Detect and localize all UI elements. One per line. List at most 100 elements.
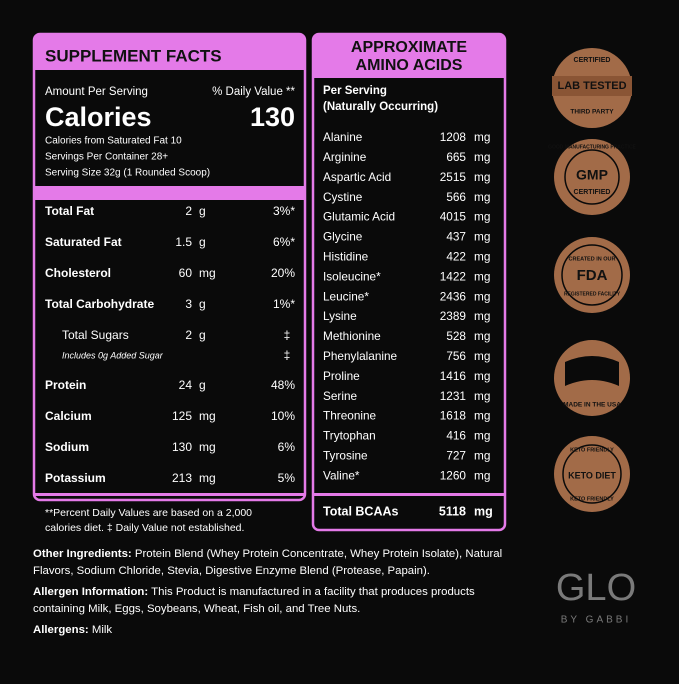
nutrient-amount: 60: [179, 266, 193, 280]
nutrient-name: Total Fat: [45, 204, 94, 218]
nutrient-dv: 3%*: [273, 204, 295, 218]
amino-name: Leucine*: [323, 289, 369, 303]
amino-subtitle: (Naturally Occurring): [323, 101, 438, 113]
separator-bar: [35, 186, 304, 200]
allergen-information: Allergen Information: This Product is ma…: [33, 584, 513, 617]
label: Allergen Information:: [33, 586, 149, 598]
amino-amount: 1416: [440, 369, 467, 383]
amino-unit: mg: [474, 409, 490, 423]
amino-name: Methionine: [323, 329, 381, 343]
amino-amount: 416: [446, 429, 466, 443]
amino-name: Threonine: [323, 409, 377, 423]
nutrient-dv: 48%: [271, 378, 295, 392]
amino-name: Lysine: [323, 309, 357, 323]
total-name: Total BCAAs: [323, 504, 399, 518]
amino-name: Arginine: [323, 150, 367, 164]
info-line: Servings Per Container 28+: [45, 152, 168, 163]
amino-name: Serine: [323, 389, 358, 403]
supplement-header: [34, 34, 305, 70]
badge-text: LAB TESTED: [557, 80, 626, 92]
amino-amount: 727: [446, 449, 466, 463]
nutrient-name: Includes 0g Added Sugar: [62, 350, 164, 360]
nutrient-amount: 2: [185, 204, 192, 218]
badge-text: FDA: [577, 267, 608, 284]
amino-amount: 1208: [440, 130, 467, 144]
footnote: **Percent Daily Values are based on a 2,…: [45, 507, 252, 519]
total-amount: 5118: [439, 504, 466, 518]
badge-text: GOOD MANUFACTURING PRACTICE: [548, 144, 636, 150]
amino-amount: 422: [446, 250, 466, 264]
badge-text: KETO DIET: [568, 470, 616, 480]
badge-text: REGISTERED FACILITY: [564, 291, 621, 297]
badge-usa: MADE IN THE USA: [554, 340, 630, 416]
amount-per-serving: Amount Per Serving: [45, 86, 148, 98]
amino-name: Isoleucine*: [323, 269, 381, 283]
nutrient-dv: 6%: [278, 440, 296, 454]
calories-label: Calories: [45, 102, 152, 132]
amino-amount: 756: [446, 349, 466, 363]
info-line: Serving Size 32g (1 Rounded Scoop): [45, 168, 210, 179]
amino-unit: mg: [474, 389, 490, 403]
text: This Product is manufactured in a facili…: [33, 586, 475, 615]
nutrient-name: Calcium: [45, 409, 92, 423]
amino-amount: 1231: [440, 389, 466, 403]
badge-text: THIRD PARTY: [570, 109, 614, 116]
nutrient-name: Total Sugars: [62, 328, 129, 342]
amino-amount: 1260: [440, 468, 467, 482]
nutrient-name: Sodium: [45, 440, 89, 454]
amino-name: Valine*: [323, 468, 360, 482]
nutrient-dv: 6%*: [273, 235, 295, 249]
badge-keto: KETO FRIENDLY KETO DIET KETO FRIENDLY: [554, 436, 630, 512]
amino-unit: mg: [474, 250, 490, 264]
label: Other Ingredients:: [33, 548, 132, 560]
amino-name: Proline: [323, 369, 360, 383]
amino-unit: mg: [474, 289, 490, 303]
badge-text: CERTIFIED: [574, 189, 611, 196]
nutrient-unit: g: [199, 328, 206, 342]
nutrient-unit: mg: [199, 471, 216, 485]
amino-amount: 1618: [440, 409, 467, 423]
nutrient-unit: mg: [199, 266, 216, 280]
amino-unit: mg: [474, 309, 490, 323]
amino-name: Trytophan: [323, 429, 376, 443]
nutrient-name: Protein: [45, 378, 86, 392]
amino-unit: mg: [474, 190, 490, 204]
nutrient-unit: g: [199, 297, 206, 311]
calories-value: 130: [250, 102, 295, 132]
amino-amount: 2436: [440, 289, 467, 303]
badge-text: MADE IN THE USA: [563, 402, 621, 409]
amino-unit: mg: [474, 130, 490, 144]
badge-text: CREATED IN OUR: [569, 256, 616, 262]
amino-title: APPROXIMATE: [351, 39, 467, 56]
label: Allergens:: [33, 624, 89, 636]
amino-amount: 665: [446, 150, 466, 164]
amino-unit: mg: [474, 429, 490, 443]
amino-name: Aspartic Acid: [323, 170, 391, 184]
badge-text: KETO FRIENDLY: [570, 447, 614, 453]
nutrient-amount: 24: [179, 378, 193, 392]
amino-amount: 4015: [440, 210, 467, 224]
amino-amount: 566: [446, 190, 466, 204]
amino-unit: mg: [474, 150, 490, 164]
nutrient-unit: g: [199, 235, 206, 249]
amino-unit: mg: [474, 449, 490, 463]
amino-amount: 2389: [440, 309, 466, 323]
nutrient-name: Saturated Fat: [45, 235, 122, 249]
amino-unit: mg: [474, 468, 490, 482]
info-line: Calories from Saturated Fat 10: [45, 136, 182, 147]
logo-sub: BY GABBI: [561, 615, 632, 626]
nutrient-amount: 3: [185, 297, 192, 311]
amino-subtitle: Per Serving: [323, 85, 387, 97]
other-ingredients: Other Ingredients: Protein Blend (Whey P…: [33, 546, 513, 579]
amino-header: [313, 34, 505, 78]
ingredients: Other Ingredients: Protein Blend (Whey P…: [33, 546, 513, 644]
amino-name: Alanine: [323, 130, 363, 144]
nutrient-amount: 1.5: [175, 235, 192, 249]
badge-text: GMP: [576, 167, 608, 183]
nutrient-unit: g: [199, 204, 206, 218]
amino-name: Histidine: [323, 250, 369, 264]
amino-unit: mg: [474, 269, 490, 283]
badge-text: KETO FRIENDLY: [570, 496, 614, 502]
nutrient-name: Cholesterol: [45, 266, 111, 280]
